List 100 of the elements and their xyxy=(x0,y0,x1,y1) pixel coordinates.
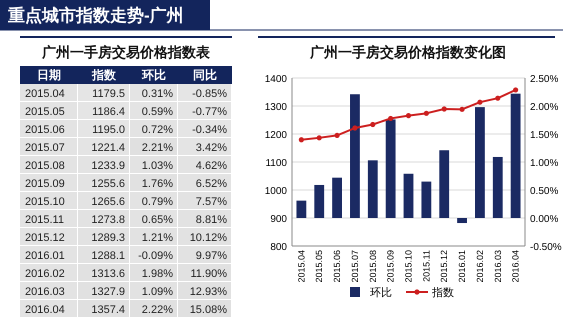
y-tick-label: 2015.09 xyxy=(25,178,65,190)
legend-label: 指数 xyxy=(431,287,454,299)
data-label: 1327.9 xyxy=(91,286,125,298)
point xyxy=(388,116,394,122)
y2-tick-label: 1.50% xyxy=(530,130,558,141)
data-label: 1288.1 xyxy=(91,250,125,262)
data-label: -0.09% xyxy=(138,250,174,262)
x-tick-label: 同比 xyxy=(193,68,217,82)
data-label: -0.34% xyxy=(192,124,228,136)
chart-title: 广州一手房交易价格指数变化图 xyxy=(309,44,506,60)
y-tick-label: 2015.06 xyxy=(25,124,65,136)
data-label: 1313.6 xyxy=(91,268,125,280)
y2-tick-label: 1.00% xyxy=(530,158,558,169)
legend-label: 环比 xyxy=(370,286,392,299)
y-tick-label: 1000 xyxy=(264,186,288,197)
y-tick-label: 2016.03 xyxy=(25,286,65,298)
data-label: 6.52% xyxy=(196,178,228,190)
bar xyxy=(386,119,396,218)
x-tick-label: 2016.01 xyxy=(457,250,468,283)
bar xyxy=(368,160,378,218)
data-label: 7.57% xyxy=(196,196,228,208)
point xyxy=(495,96,500,101)
bar xyxy=(475,107,485,218)
data-label: 11.90% xyxy=(190,268,228,280)
y-tick-label: 2015.07 xyxy=(25,142,65,154)
data-label: 4.62% xyxy=(196,160,228,172)
data-label: 3.42% xyxy=(196,142,228,154)
y-tick-label: 2015.04 xyxy=(25,88,65,100)
point xyxy=(352,125,358,131)
data-label: 1221.4 xyxy=(91,142,125,154)
bar xyxy=(314,184,324,218)
y-tick-label: 2015.08 xyxy=(25,160,65,172)
data-label: 2.22% xyxy=(142,304,174,316)
y2-tick-label: -0.50% xyxy=(530,242,562,253)
x-tick-label: 2015.07 xyxy=(350,250,360,283)
data-label: 1186.4 xyxy=(92,106,125,118)
data-label: -0.77% xyxy=(192,106,228,118)
bar xyxy=(296,200,306,218)
x-tick-label: 2015.09 xyxy=(386,250,396,283)
data-label: 1357.4 xyxy=(91,304,125,316)
y2-tick-label: 0.00% xyxy=(530,214,558,225)
y-tick-label: 2015.05 xyxy=(25,106,65,118)
y-tick-label: 1100 xyxy=(265,158,288,169)
chart-subtitle: 广州一手房交易价格指数表 xyxy=(41,44,211,60)
bar xyxy=(421,182,432,218)
y-tick-label: 800 xyxy=(270,242,288,253)
point xyxy=(424,110,429,116)
x-tick-label: 2015.08 xyxy=(368,250,378,283)
bar xyxy=(492,156,503,218)
point xyxy=(298,137,304,142)
data-label: 1179.5 xyxy=(92,88,125,100)
x-tick-label: 2016.04 xyxy=(510,250,521,283)
y-axis-title: 日期 xyxy=(37,68,61,82)
data-label: 10.12% xyxy=(190,232,228,244)
y-tick-label: 900 xyxy=(270,214,288,225)
data-label: 1195.0 xyxy=(92,124,125,136)
data-label: 1255.6 xyxy=(91,178,125,190)
data-label: 8.81% xyxy=(196,214,228,226)
y2-tick-label: 2.50% xyxy=(530,74,558,85)
data-label: 1273.8 xyxy=(91,214,125,226)
data-label: 1.98% xyxy=(142,268,174,280)
y-tick-label: 2016.04 xyxy=(25,304,65,316)
data-label: 0.65% xyxy=(142,214,174,226)
bar xyxy=(510,94,521,218)
y-tick-label: 1400 xyxy=(264,74,288,85)
bar xyxy=(404,174,414,218)
bar xyxy=(332,178,342,218)
data-label: 1.09% xyxy=(142,286,174,298)
y2-tick-label: 0.50% xyxy=(530,186,558,197)
x-tick-label: 2015.05 xyxy=(314,250,324,283)
x-tick-label: 2015.06 xyxy=(332,250,342,283)
data-label: 2.21% xyxy=(142,142,174,154)
data-label: 0.31% xyxy=(142,88,174,100)
y-tick-label: 1200 xyxy=(264,130,288,141)
data-label: 9.97% xyxy=(196,250,228,262)
data-label: 1289.3 xyxy=(91,232,125,244)
y-tick-label: 2015.10 xyxy=(25,196,65,208)
point xyxy=(442,106,447,112)
point xyxy=(406,113,412,118)
x-tick-label: 环比 xyxy=(141,68,166,82)
chart-title: 重点城市指数走势-广州 xyxy=(7,6,184,25)
data-label: 1.76% xyxy=(142,178,174,190)
x-tick-label: 2016.03 xyxy=(492,250,503,283)
point xyxy=(370,122,376,128)
data-label: 1.03% xyxy=(142,160,174,172)
x-tick-label: 2016.02 xyxy=(474,250,485,283)
point xyxy=(316,135,322,140)
x-tick-label: 指数 xyxy=(91,68,117,82)
y-tick-label: 2015.12 xyxy=(25,232,65,244)
x-tick-label: 2015.12 xyxy=(439,250,450,283)
data-label: 1233.9 xyxy=(91,160,125,172)
point xyxy=(334,132,340,138)
x-tick-label: 2015.10 xyxy=(404,250,414,283)
data-label: 0.79% xyxy=(142,196,174,208)
y-tick-label: 2015.11 xyxy=(25,214,64,226)
bar xyxy=(350,94,360,218)
data-label: 0.72% xyxy=(142,124,174,136)
data-label: 1265.6 xyxy=(91,196,125,208)
data-label: 1.21% xyxy=(142,232,174,244)
bar xyxy=(457,218,467,224)
